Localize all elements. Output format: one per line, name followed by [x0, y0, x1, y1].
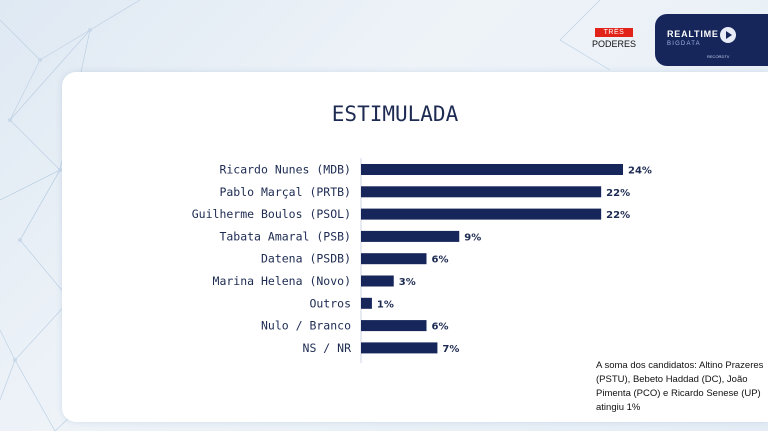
- category-label: Marina Helena (Novo): [213, 274, 351, 288]
- category-label: Ricardo Nunes (MDB): [219, 163, 351, 177]
- realtime-bigdata-logo: REALTIME BIGDATA RECORDTV: [655, 14, 768, 66]
- data-label: 6%: [432, 322, 449, 333]
- category-label: Nulo / Branco: [261, 319, 351, 333]
- data-label: 7%: [442, 344, 459, 355]
- category-label: NS / NR: [303, 341, 352, 355]
- bar: [361, 297, 372, 309]
- data-label: 1%: [377, 299, 394, 310]
- tres-poderes-logo: TRÊS PODERES: [589, 28, 639, 49]
- bar: [361, 342, 438, 354]
- data-label: 9%: [464, 232, 481, 243]
- category-label: Pablo Marçal (PRTB): [219, 185, 351, 199]
- data-label: 6%: [432, 255, 449, 266]
- bar: [361, 275, 394, 287]
- bar: [361, 164, 623, 175]
- data-label: 3%: [399, 277, 416, 288]
- chart-title: ESTIMULADA: [331, 102, 459, 126]
- category-label: Tabata Amaral (PSB): [219, 229, 351, 243]
- bar-chart: Ricardo Nunes (MDB) 24% Pablo Marçal (PRTB…: [192, 158, 652, 363]
- data-label: 24%: [628, 166, 652, 177]
- bigdata-logo-text: BIGDATA: [667, 41, 701, 47]
- footnote: A soma dos candidatos: Altino Prazeres (…: [596, 360, 764, 413]
- bar: [361, 320, 427, 332]
- bar: [361, 230, 460, 242]
- data-label: 22%: [606, 188, 630, 199]
- realtime-logo-text: REALTIME: [667, 29, 719, 39]
- recordtv-logo-text: RECORDTV: [707, 54, 730, 59]
- content-panel: [62, 72, 768, 422]
- tres-poderes-logo-bottom: PODERES: [591, 39, 636, 49]
- bar: [361, 186, 602, 198]
- bar: [361, 208, 602, 220]
- category-label: Outros: [309, 296, 351, 310]
- tres-poderes-logo-top: TRÊS: [595, 28, 633, 37]
- bar: [361, 253, 427, 265]
- play-icon: [720, 27, 736, 43]
- category-label: Datena (PSDB): [261, 252, 351, 266]
- data-label: 22%: [606, 210, 630, 221]
- category-label: Guilherme Boulos (PSOL): [192, 207, 351, 221]
